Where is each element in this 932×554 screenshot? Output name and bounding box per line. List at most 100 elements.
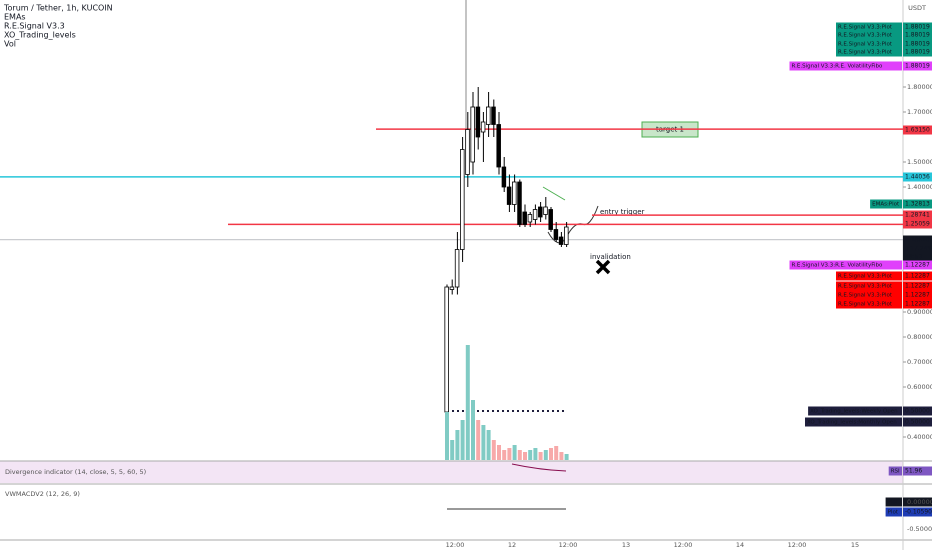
price-label-box xyxy=(903,244,932,254)
price-label-box xyxy=(903,299,932,309)
price-label-box xyxy=(903,22,932,32)
price-label: 1.88019 xyxy=(905,63,930,70)
price-label-box xyxy=(903,199,932,209)
price-label-box xyxy=(903,219,932,229)
price-label-box xyxy=(903,47,932,57)
price-label-box xyxy=(903,30,932,40)
price-label: 0.00000 xyxy=(905,499,930,506)
volume-bar xyxy=(502,450,507,460)
price-label: 1.25059 xyxy=(905,221,930,228)
price-label-box xyxy=(903,406,932,416)
price-label-name-box xyxy=(789,260,902,270)
candle-body xyxy=(491,106,496,125)
time-label: 14 xyxy=(736,541,744,549)
price-tick: 1.70000 xyxy=(907,108,932,116)
price-label-name-box xyxy=(836,290,902,300)
price-label-name: R.E.Signal V3.3:Plot xyxy=(838,33,893,39)
candle-body xyxy=(486,106,491,125)
candle-body xyxy=(460,149,465,250)
price-label: 1.63150 xyxy=(905,127,930,134)
candle-body xyxy=(517,181,522,225)
volume-bar xyxy=(486,430,491,460)
price-label-name-box xyxy=(888,466,902,476)
legend-item: R.E.Signal V3.3 xyxy=(4,22,65,31)
price-label-name-box xyxy=(836,299,902,309)
volume-bar xyxy=(481,425,486,460)
price-label-name-box xyxy=(805,417,902,427)
time-label: 12:00 xyxy=(788,541,807,549)
candle-body xyxy=(558,236,564,245)
price-label-box xyxy=(903,466,932,476)
volume-bar xyxy=(491,440,496,460)
price-tick: 1.40000 xyxy=(907,183,932,191)
volume-bar xyxy=(445,412,449,460)
price-label-name-box xyxy=(836,281,902,291)
legend-item: XO_Trading_levels xyxy=(4,31,76,40)
price-label-box xyxy=(903,210,932,220)
price-label: 1.28741 xyxy=(905,212,930,219)
price-label-box xyxy=(903,252,932,262)
volume-bar xyxy=(450,440,455,460)
price-label-name: XO_Trading_levels:Weekly Open xyxy=(810,409,898,415)
candle-body xyxy=(444,286,449,413)
price-label-name: Plot xyxy=(888,510,899,516)
price-label-name: R.E.Signal V3.3:Plot xyxy=(838,50,893,56)
price-label-name-box xyxy=(836,39,902,49)
price-label: 1.88019 xyxy=(905,32,930,39)
price-label-box xyxy=(903,507,932,517)
candle-body xyxy=(527,214,533,223)
volume-bar xyxy=(538,452,543,460)
price-tick: 0.90000 xyxy=(907,308,932,316)
price-label-name-box xyxy=(836,22,902,32)
time-label: 12:00 xyxy=(446,541,465,549)
volume-bar xyxy=(543,450,548,460)
price-label-box xyxy=(903,61,932,71)
price-label: 1.44036 xyxy=(905,174,930,181)
price-label-name: EMAs:Plot xyxy=(872,202,900,208)
volume-bar xyxy=(533,448,538,460)
time-label: 15 xyxy=(851,541,859,549)
volume-bar xyxy=(523,452,527,460)
price-label-name: R.E.Signal V3.3:Plot xyxy=(838,42,893,48)
candle-body xyxy=(449,286,455,290)
price-label-name-box xyxy=(870,199,902,209)
time-label: 12:00 xyxy=(559,541,578,549)
price-label-name: Plot xyxy=(888,500,899,506)
divergence-line xyxy=(511,463,567,472)
price-label: 0.50000 xyxy=(905,408,930,415)
volume-bar xyxy=(455,430,460,460)
price-label: 1.88019 xyxy=(905,24,930,31)
volume-bar xyxy=(512,445,517,460)
price-label-name: R.E.Signal V3.3:Plot xyxy=(838,293,893,299)
price-label-name-box xyxy=(885,507,902,517)
lower-tick: -0.50000 xyxy=(907,525,932,533)
price-label-box xyxy=(903,417,932,427)
price-label-name-box xyxy=(836,47,902,57)
candle-body xyxy=(522,211,527,225)
price-label: 1.12287 xyxy=(905,273,930,280)
price-label: 1.32813 xyxy=(905,201,930,208)
volume-bar xyxy=(549,448,553,460)
legend-item: EMAs xyxy=(4,13,26,22)
price-label-name-box xyxy=(836,271,902,281)
price-label: 1.12287 xyxy=(905,283,930,290)
candle-body xyxy=(470,106,475,163)
price-label-box xyxy=(903,125,932,135)
price-label: 1.88019 xyxy=(905,49,930,56)
price-tick: 1.80000 xyxy=(907,83,932,91)
price-label: 1.12287 xyxy=(905,292,930,299)
projection-path xyxy=(547,205,599,244)
price-label: 51.96 xyxy=(905,468,922,475)
volume-bar xyxy=(517,450,522,460)
price-label-name: R.E.Signal V3.3:R.E. VolatilityFibo xyxy=(792,263,883,269)
volume-bar xyxy=(564,454,569,460)
candle-body xyxy=(480,121,486,133)
time-label: 12:00 xyxy=(674,541,693,549)
price-label: 0.50000 xyxy=(905,419,930,426)
candle-body xyxy=(454,249,460,288)
price-label-name-box xyxy=(836,30,902,40)
candle-body xyxy=(475,106,481,138)
price-label: 1.88019 xyxy=(905,41,930,48)
divergence-pane xyxy=(0,461,903,483)
price-label-box xyxy=(903,172,932,182)
